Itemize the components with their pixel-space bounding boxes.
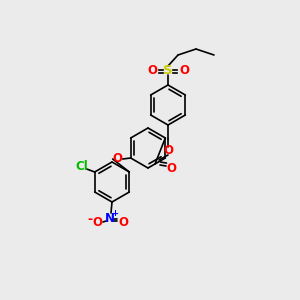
Text: O: O bbox=[163, 145, 173, 158]
Text: O: O bbox=[118, 215, 128, 229]
Text: O: O bbox=[147, 64, 157, 77]
Text: S: S bbox=[163, 64, 173, 77]
Text: O: O bbox=[166, 161, 176, 175]
Text: O: O bbox=[179, 64, 189, 77]
Text: N: N bbox=[105, 212, 115, 224]
Text: O: O bbox=[113, 152, 123, 166]
Text: Cl: Cl bbox=[75, 160, 88, 173]
Text: -: - bbox=[87, 212, 93, 226]
Text: +: + bbox=[112, 209, 118, 218]
Text: O: O bbox=[92, 215, 102, 229]
